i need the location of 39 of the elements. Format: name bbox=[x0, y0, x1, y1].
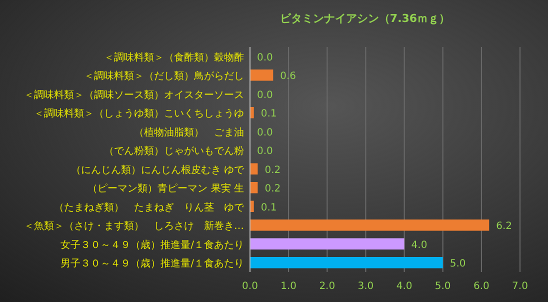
data-label: 0.0 bbox=[257, 90, 273, 101]
y-tick-label: 女子３０～４９（歳）推進量/１食あたり bbox=[60, 238, 244, 251]
bar bbox=[250, 220, 490, 231]
data-label: 5.0 bbox=[450, 258, 466, 270]
data-label: 0.0 bbox=[257, 146, 273, 158]
x-tick-label: 7.0 bbox=[512, 281, 528, 292]
x-tick-label: 6.0 bbox=[473, 281, 490, 292]
x-tick-label: 5.0 bbox=[434, 281, 451, 292]
y-tick-label: ＜調味料類＞（しょうゆ類）こいくちしょうゆ bbox=[34, 108, 244, 120]
x-tick-label: 2.0 bbox=[319, 281, 336, 292]
data-label: 0.0 bbox=[257, 52, 273, 64]
y-tick-label: （にんじん類）にんじん根皮むき ゆで bbox=[70, 164, 245, 176]
data-label: 0.1 bbox=[260, 202, 277, 214]
y-tick-label: （でん粉類）じゃがいもでん粉 bbox=[104, 145, 244, 158]
y-tick-label: （たまねぎ類） たまねぎ りん茎 ゆで bbox=[54, 201, 245, 214]
x-tick-label: 4.0 bbox=[396, 281, 412, 292]
y-tick-label: ＜調味料類＞（だし類）鳥がらだし bbox=[84, 70, 244, 82]
data-label: 0.2 bbox=[264, 164, 281, 176]
data-label: 6.2 bbox=[496, 221, 512, 232]
data-label: 4.0 bbox=[411, 240, 428, 251]
bar bbox=[250, 257, 443, 268]
y-tick-label: （ピーマン類）青ピーマン 果実 生 bbox=[88, 182, 244, 195]
y-tick-label: 男子３０～４９（歳）推進量/１食あたり bbox=[60, 258, 244, 270]
y-tick-label: ＜調味料類＞（調味ソース類）オイスターソース bbox=[24, 88, 244, 101]
data-label: 0.2 bbox=[264, 184, 281, 195]
data-label: 0.6 bbox=[280, 71, 296, 82]
bar bbox=[250, 238, 404, 250]
bar bbox=[250, 70, 274, 81]
data-label: 0.0 bbox=[257, 127, 273, 138]
x-tick-label: 3.0 bbox=[358, 281, 374, 292]
y-tick-label: （植物油脂類） ごま油 bbox=[134, 126, 244, 138]
x-tick-label: 1.0 bbox=[280, 281, 297, 292]
y-tick-label: ＜調味料類＞（食酢類）穀物酢 bbox=[104, 51, 244, 64]
bar bbox=[250, 182, 258, 194]
chart-title: ビタミンナイアシン（7.36ｍｇ） bbox=[280, 12, 450, 25]
data-label: 0.1 bbox=[260, 108, 277, 120]
x-tick-label: 0.0 bbox=[242, 281, 258, 292]
y-tick-label: ＜魚類＞（さけ・ます類） しろさけ 新巻き… bbox=[24, 220, 244, 232]
bar bbox=[250, 107, 254, 118]
